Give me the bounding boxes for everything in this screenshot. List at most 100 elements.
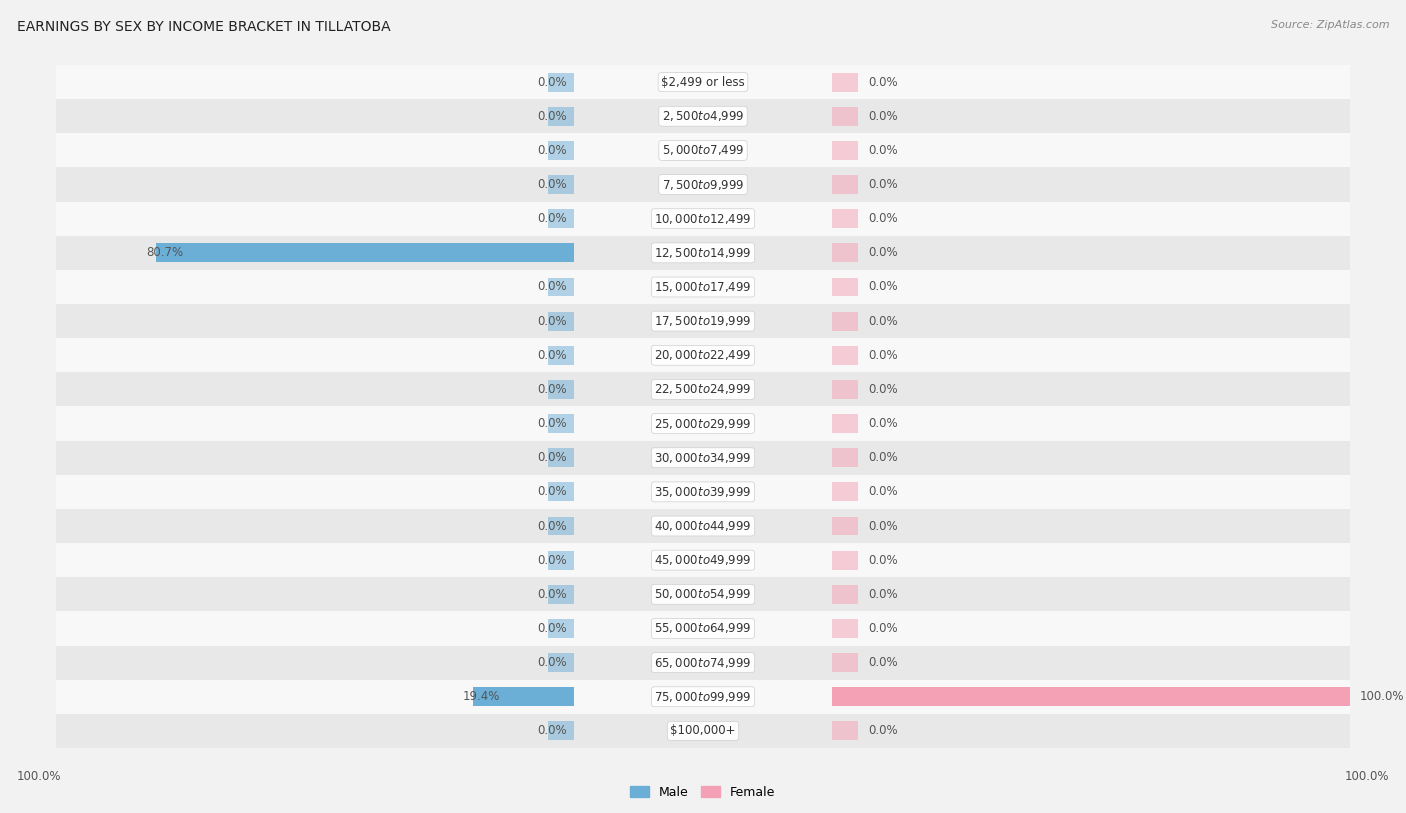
Bar [0,202,1406,236]
Text: 0.0%: 0.0% [537,212,567,225]
Bar [0,65,1406,99]
Bar [832,175,858,194]
Bar [548,346,574,365]
Text: 0.0%: 0.0% [537,280,567,293]
Bar [0,543,1406,577]
Bar [548,448,574,467]
Text: 0.0%: 0.0% [537,622,567,635]
Bar [0,133,1406,167]
Text: 100.0%: 100.0% [1344,770,1389,783]
Text: 0.0%: 0.0% [869,451,898,464]
Text: $100,000+: $100,000+ [671,724,735,737]
Bar [548,619,574,638]
Bar [0,543,1406,577]
Bar [0,338,1406,372]
Text: $35,000 to $39,999: $35,000 to $39,999 [654,485,752,499]
Text: 100.0%: 100.0% [1360,690,1405,703]
Bar [0,441,1406,475]
Bar [832,141,858,160]
Text: 0.0%: 0.0% [537,417,567,430]
Bar [548,653,574,672]
Bar [0,611,1406,646]
Bar [0,406,1406,441]
Bar [0,509,1406,543]
Bar [0,338,1406,372]
Bar [0,611,1406,646]
Text: 0.0%: 0.0% [537,554,567,567]
Bar [0,167,1406,202]
Bar [0,646,1406,680]
Bar [0,406,1406,441]
Bar [0,509,1406,543]
Text: $30,000 to $34,999: $30,000 to $34,999 [654,450,752,465]
Bar [0,646,1406,680]
Bar [832,721,858,741]
Text: 0.0%: 0.0% [869,622,898,635]
Bar [832,585,858,604]
Text: $45,000 to $49,999: $45,000 to $49,999 [654,553,752,567]
Text: 0.0%: 0.0% [869,178,898,191]
Bar [0,270,1406,304]
Bar [0,270,1406,304]
Bar [0,475,1406,509]
Text: 0.0%: 0.0% [537,451,567,464]
Bar [0,202,1406,236]
Bar [0,509,1406,543]
Bar [832,346,858,365]
Bar [0,99,1406,133]
Text: 0.0%: 0.0% [869,554,898,567]
Bar [0,714,1406,748]
Text: 0.0%: 0.0% [869,724,898,737]
Bar [548,277,574,297]
Text: 0.0%: 0.0% [537,656,567,669]
Bar [0,338,1406,372]
Text: 0.0%: 0.0% [869,349,898,362]
Text: 0.0%: 0.0% [537,485,567,498]
Bar [832,550,858,570]
Bar [0,236,1406,270]
Bar [832,107,858,126]
Bar [548,209,574,228]
Text: 0.0%: 0.0% [537,76,567,89]
Text: 0.0%: 0.0% [869,417,898,430]
Bar [548,550,574,570]
Bar [832,516,858,536]
Bar [0,441,1406,475]
Bar [832,653,858,672]
Text: 0.0%: 0.0% [869,588,898,601]
Bar [548,141,574,160]
Text: 0.0%: 0.0% [869,656,898,669]
Text: $25,000 to $29,999: $25,000 to $29,999 [654,416,752,431]
Bar [0,577,1406,611]
Text: $22,500 to $24,999: $22,500 to $24,999 [654,382,752,397]
Bar [0,680,1406,714]
Bar [0,646,1406,680]
Text: 0.0%: 0.0% [869,110,898,123]
Bar [0,372,1406,406]
Text: 0.0%: 0.0% [869,520,898,533]
Text: $40,000 to $44,999: $40,000 to $44,999 [654,519,752,533]
Text: 0.0%: 0.0% [537,178,567,191]
Bar [832,687,1350,706]
Text: $65,000 to $74,999: $65,000 to $74,999 [654,655,752,670]
Bar [0,577,1406,611]
Text: $50,000 to $54,999: $50,000 to $54,999 [654,587,752,602]
Bar [0,167,1406,202]
Text: $75,000 to $99,999: $75,000 to $99,999 [654,689,752,704]
Bar [0,133,1406,167]
Text: 0.0%: 0.0% [869,212,898,225]
Text: $10,000 to $12,499: $10,000 to $12,499 [654,211,752,226]
Bar [832,448,858,467]
Text: 0.0%: 0.0% [537,588,567,601]
Bar [0,65,1406,99]
Bar [0,372,1406,406]
Bar [0,577,1406,611]
Bar [0,167,1406,202]
Bar [0,304,1406,338]
Bar [832,209,858,228]
Text: 19.4%: 19.4% [463,690,501,703]
Bar [832,72,858,92]
Text: $55,000 to $64,999: $55,000 to $64,999 [654,621,752,636]
Bar [0,680,1406,714]
Bar [0,441,1406,475]
